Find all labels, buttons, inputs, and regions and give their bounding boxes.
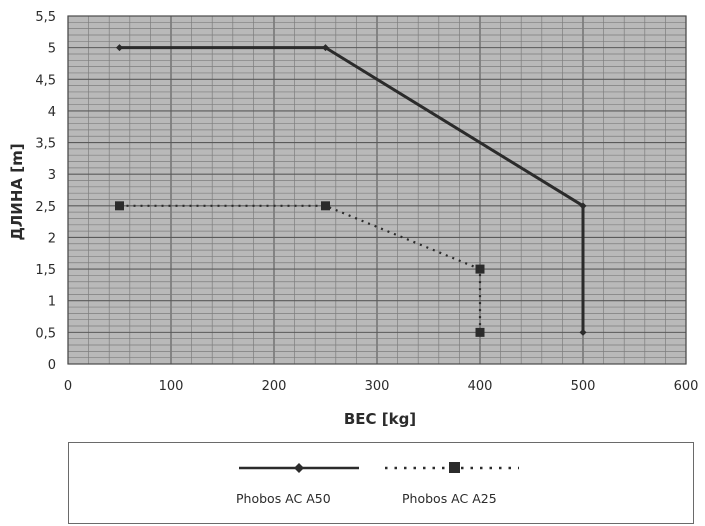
x-tick-label: 500 — [571, 379, 596, 394]
tick-labels: 0 100 200 300 400 500 600 0 0,5 1 1,5 2 2,5 3 3,5 4 4,5 5… — [35, 10, 698, 394]
data-point — [115, 201, 124, 211]
x-tick-label: 100 — [159, 379, 184, 394]
data-point — [116, 44, 123, 52]
x-axis-label: ВЕС [kg] — [344, 410, 416, 428]
data-point — [579, 202, 587, 210]
y-tick-label: 1 — [48, 295, 56, 310]
legend-symbol-a25 — [385, 462, 519, 473]
data-point — [322, 44, 329, 52]
data-point — [321, 201, 330, 211]
y-tick-label: 1,5 — [35, 263, 56, 278]
x-tick-label: 300 — [365, 379, 390, 394]
y-tick-label: 4 — [48, 105, 56, 120]
y-tick-label: 3,5 — [35, 137, 56, 152]
data-point — [579, 328, 587, 336]
series-group — [115, 44, 587, 337]
y-tick-label: 0 — [48, 358, 56, 373]
x-tick-label: 400 — [468, 379, 493, 394]
x-tick-label: 0 — [64, 379, 72, 394]
data-point — [475, 264, 485, 274]
y-tick-label: 5,5 — [35, 10, 56, 25]
x-tick-label: 600 — [674, 379, 699, 394]
y-tick-label: 2 — [48, 231, 56, 246]
y-tick-label: 0,5 — [35, 326, 56, 341]
legend: Phobos AC A50 Phobos AC A25 — [68, 442, 694, 524]
grid — [67, 15, 687, 365]
y-tick-label: 4,5 — [35, 73, 56, 88]
x-tick-label: 200 — [262, 379, 287, 394]
legend-label-a50: Phobos AC A50 — [236, 491, 331, 506]
legend-symbol-a50 — [239, 463, 359, 473]
y-axis-label: ДЛИНА [m] — [8, 143, 26, 240]
legend-label-a25: Phobos AC A25 — [402, 491, 497, 506]
series-line-0 — [119, 46, 585, 333]
plot-border — [67, 15, 687, 365]
y-tick-label: 5 — [48, 42, 56, 57]
legend-symbols — [239, 462, 519, 473]
data-point — [475, 327, 485, 337]
y-tick-label: 2,5 — [35, 200, 56, 215]
y-tick-label: 3 — [48, 168, 56, 183]
